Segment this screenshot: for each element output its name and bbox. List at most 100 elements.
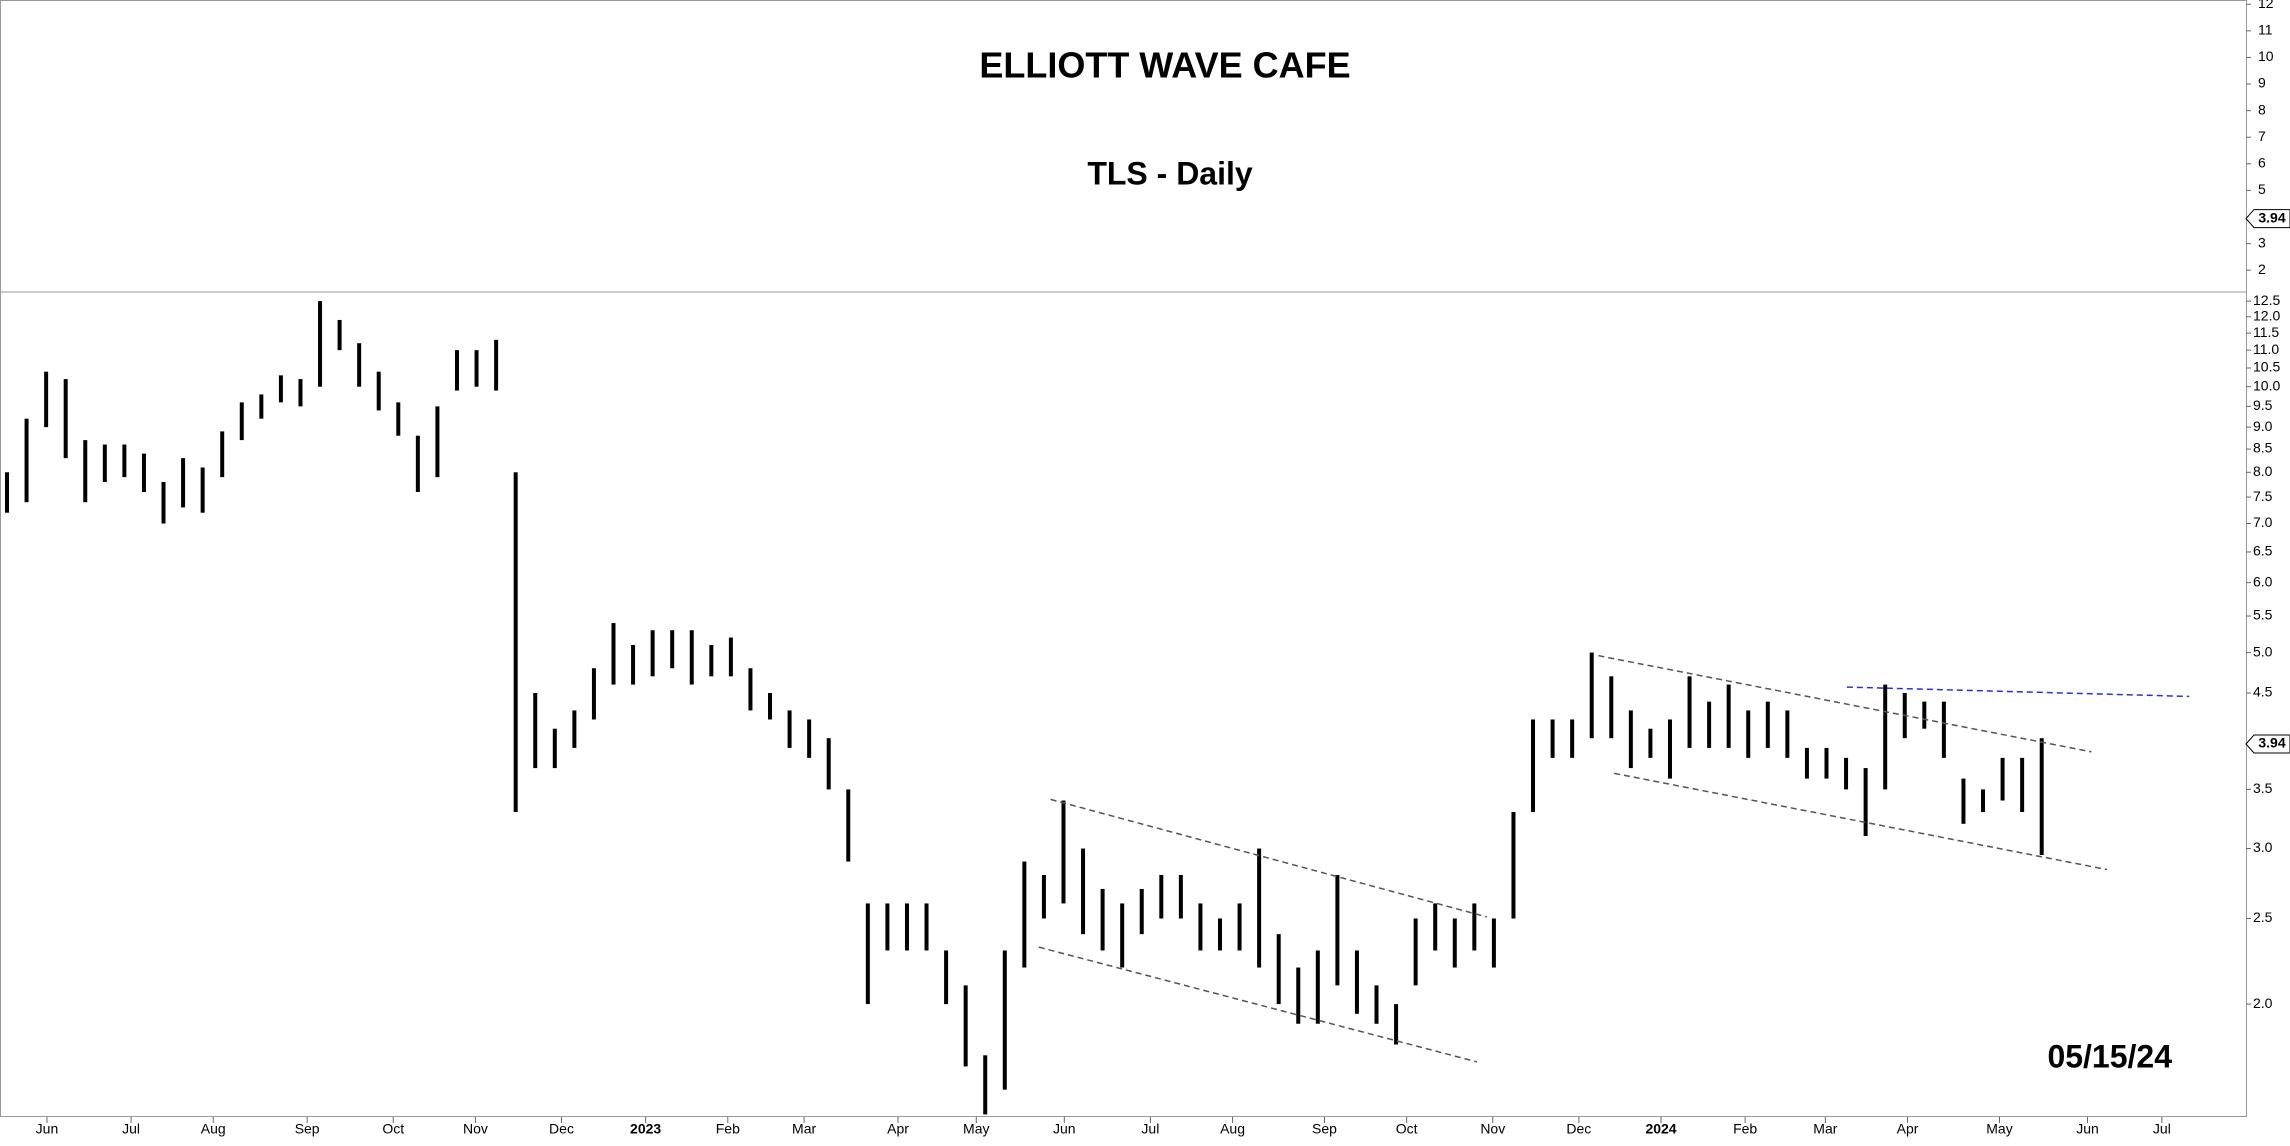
- price-bar: [122, 444, 127, 478]
- price-bar: [5, 472, 9, 513]
- x-tick-label: Feb: [1733, 1121, 1757, 1137]
- price-bar: [1765, 701, 1770, 748]
- price-bar: [1531, 719, 1536, 812]
- price-bar: [1257, 848, 1262, 968]
- price-bar: [944, 950, 949, 1005]
- trendline: [1846, 686, 2190, 698]
- trendline: [1613, 772, 2108, 871]
- x-tick-label: Nov: [463, 1121, 488, 1137]
- upper-y-tick-label: 8: [2258, 101, 2266, 117]
- price-bar: [904, 903, 909, 951]
- price-bar: [865, 903, 870, 1005]
- upper-y-tick-label: 3: [2258, 234, 2266, 250]
- price-bar: [24, 418, 29, 503]
- price-bar: [1041, 875, 1046, 919]
- price-bar: [728, 637, 733, 677]
- upper-y-tick-label: 5: [2258, 181, 2266, 197]
- x-tick-label: Jun: [36, 1121, 59, 1137]
- price-bar: [1315, 950, 1320, 1024]
- price-bar: [1941, 701, 1946, 758]
- y-tick-label: 12.5: [2253, 292, 2280, 308]
- y-tick-label: 3.0: [2253, 839, 2273, 855]
- price-bar: [1785, 710, 1790, 758]
- price-bar: [1511, 811, 1516, 919]
- x-tick-label: Sep: [1312, 1121, 1337, 1137]
- price-bar: [278, 375, 283, 403]
- y-tick-label: 2.5: [2253, 909, 2273, 925]
- price-bar: [611, 623, 616, 685]
- price-bar: [63, 379, 68, 459]
- trendline: [1038, 946, 1478, 1063]
- price-bar: [181, 458, 186, 508]
- price-bar: [337, 319, 342, 351]
- x-tick-label: Jul: [1141, 1121, 1159, 1137]
- price-bar: [415, 435, 420, 492]
- price-bar: [1022, 861, 1027, 968]
- price-bar: [1237, 903, 1242, 951]
- price-bar: [1100, 888, 1105, 951]
- chart-subtitle: TLS - Daily: [1087, 155, 1253, 191]
- y-tick-label: 11.5: [2253, 324, 2279, 340]
- y-tick-label: 8.5: [2253, 440, 2273, 456]
- x-tick-label: 2023: [630, 1121, 661, 1137]
- y-tick-label: 9.5: [2253, 397, 2273, 413]
- price-bar: [1726, 684, 1731, 748]
- price-bar: [1570, 719, 1575, 758]
- x-tick-label: Feb: [716, 1121, 740, 1137]
- price-bar: [1472, 903, 1477, 951]
- last-value-box: [2245, 734, 2290, 754]
- price-bar: [591, 668, 596, 720]
- price-bar: [1589, 652, 1594, 739]
- price-bar: [298, 379, 303, 407]
- upper-y-tick-label: 11: [2258, 22, 2273, 38]
- price-bar: [1061, 800, 1066, 904]
- price-bar: [1002, 950, 1007, 1090]
- price-bar: [141, 453, 146, 492]
- price-bar: [1844, 757, 1849, 790]
- price-bar: [650, 630, 655, 677]
- price-bar: [670, 630, 675, 669]
- price-bar: [631, 644, 636, 685]
- price-bar: [1707, 701, 1712, 748]
- price-bar: [1961, 778, 1966, 824]
- upper-y-tick-label: 2: [2258, 261, 2266, 277]
- upper-y-tick-label: 12: [2258, 0, 2274, 11]
- price-bar: [1452, 918, 1457, 968]
- price-bar: [1491, 918, 1496, 968]
- x-tick-label: Mar: [1813, 1121, 1837, 1137]
- y-tick-label: 8.0: [2253, 463, 2273, 479]
- y-tick-label: 7.0: [2253, 514, 2273, 530]
- x-tick-label: Dec: [549, 1121, 574, 1137]
- price-bar: [239, 402, 244, 441]
- price-bar: [1198, 903, 1203, 951]
- price-bar: [1824, 747, 1829, 779]
- x-tick-label: May: [1986, 1121, 2012, 1137]
- y-tick-label: 10.0: [2253, 377, 2280, 393]
- price-bar: [2020, 757, 2025, 812]
- trendline: [1050, 798, 1488, 918]
- price-bar: [1276, 934, 1281, 1005]
- y-tick-label: 12.0: [2253, 307, 2280, 323]
- frame: [0, 0, 2247, 1117]
- date-annotation: 05/15/24: [2047, 1038, 2172, 1074]
- price-bar: [1667, 719, 1672, 779]
- price-bar: [748, 668, 753, 711]
- y-tick-label: 4.5: [2253, 684, 2273, 700]
- last-value-label: 3.94: [2258, 735, 2285, 751]
- price-bar: [474, 350, 479, 387]
- price-bar: [787, 710, 792, 748]
- price-bar: [318, 301, 323, 387]
- price-bar: [396, 402, 401, 436]
- price-bar: [1335, 875, 1340, 986]
- x-tick-label: Oct: [382, 1121, 404, 1137]
- x-tick-label: Jul: [122, 1121, 140, 1137]
- price-bar: [2000, 757, 2005, 801]
- y-tick-label: 6.0: [2253, 573, 2273, 589]
- x-tick-label: Oct: [1396, 1121, 1418, 1137]
- x-tick-label: May: [963, 1121, 989, 1137]
- price-bar: [1981, 789, 1986, 812]
- price-bar: [552, 728, 557, 769]
- y-tick-label: 3.5: [2253, 780, 2273, 796]
- price-bar: [1648, 728, 1653, 758]
